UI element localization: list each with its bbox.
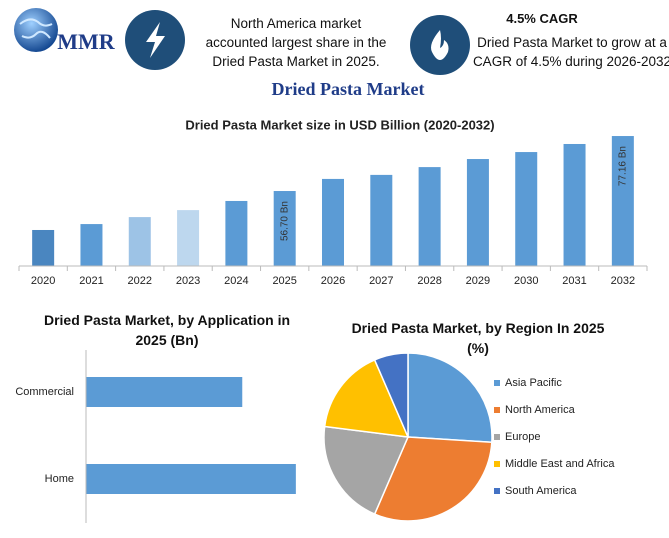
bar [322,178,344,266]
chart-title: Dried Pasta Market, by Region In 2025 (%… [351,320,605,356]
legend-label: North America [505,404,576,416]
bar [32,229,55,266]
bar [86,464,296,494]
highlight-title: 4.5% CAGR [506,11,578,26]
legend-label: Asia Pacific [505,377,562,389]
chart-title: Dried Pasta Market, by Application in 20… [43,312,291,348]
x-tick-label: 2029 [466,275,490,287]
y-tick-label: Commercial [15,386,74,398]
bolt-icon [146,22,165,58]
bar [128,217,151,266]
bar [80,224,103,266]
logo-globe [14,8,58,52]
bar [225,200,248,266]
value-label: 56.70 Bn [279,201,290,241]
highlight-text: Dried Pasta Market to grow at a CAGR of … [472,35,669,69]
x-tick-label: 2032 [611,275,635,287]
x-tick-label: 2020 [31,275,55,287]
value-label: 77.16 Bn [617,146,628,186]
bar [370,174,393,266]
pie-slice [373,352,409,438]
logo-lines [19,18,53,39]
legend-swatch [494,407,500,413]
bar [86,377,243,407]
pie-slice [323,425,410,516]
legend-label: Middle East and Africa [505,458,615,470]
bar [515,152,538,266]
x-tick-label: 2030 [514,275,538,287]
legend-swatch [494,434,500,440]
chart-title: Dried Pasta Market size in USD Billion (… [185,117,494,132]
bar [177,210,200,266]
x-tick-label: 2027 [369,275,393,287]
bar [563,143,586,266]
legend-label: South America [505,485,577,497]
x-tick-label: 2031 [562,275,586,287]
bar [611,136,634,266]
legend-swatch [494,380,500,386]
main-title: Dried Pasta Market [272,79,425,99]
x-tick-label: 2028 [417,275,441,287]
pie-slice [323,358,410,438]
logo-text: MMR [57,29,116,54]
fire-icon [431,30,449,60]
pie-slice [373,436,493,522]
x-tick-label: 2026 [321,275,345,287]
legend-swatch [494,461,500,467]
y-tick-label: Home [45,473,74,485]
bar [273,191,296,266]
legend-label: Europe [505,431,540,443]
pie-slice [407,352,493,444]
legend-swatch [494,488,500,494]
x-tick-label: 2025 [272,275,296,287]
x-tick-label: 2024 [224,275,248,287]
bar [418,167,441,266]
x-tick-label: 2022 [128,275,152,287]
bar [466,159,489,266]
highlight-text: North America market accounted largest s… [205,16,387,69]
x-tick-label: 2021 [79,275,103,287]
x-tick-label: 2023 [176,275,200,287]
